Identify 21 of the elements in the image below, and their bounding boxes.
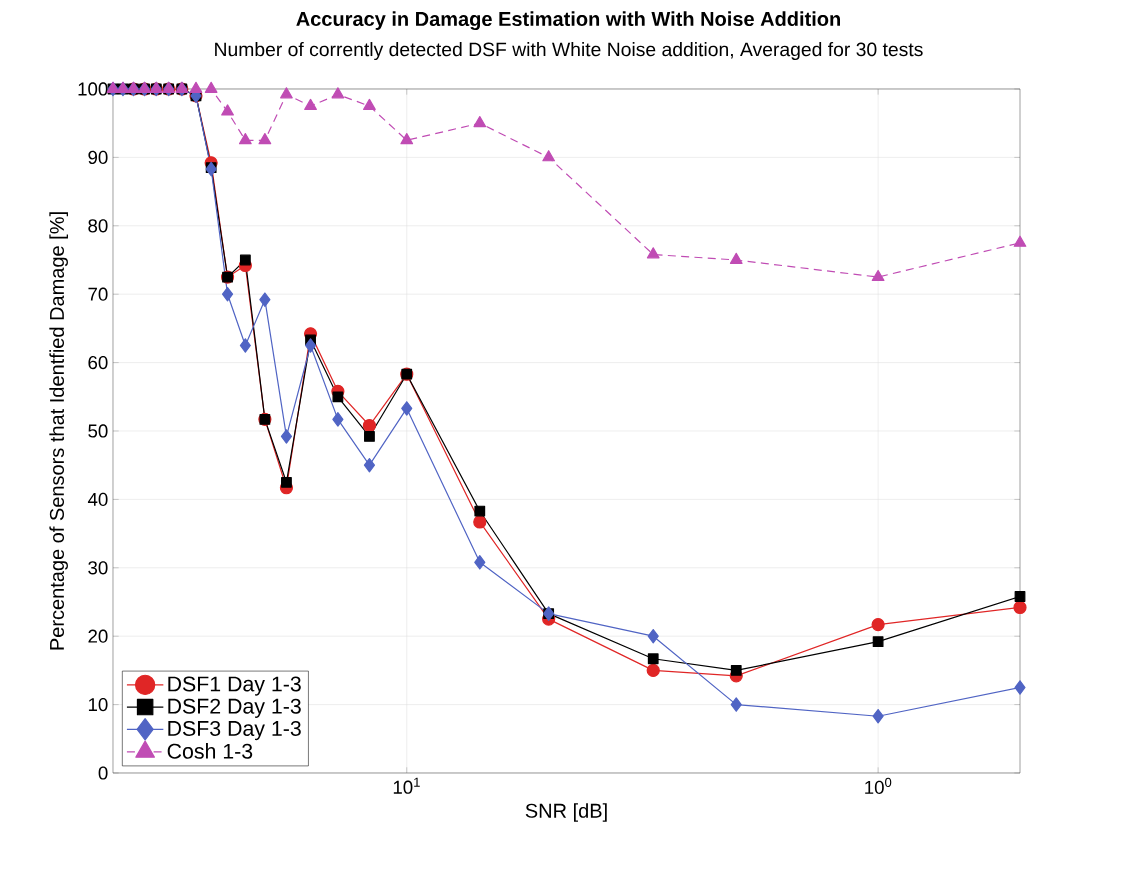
- y-tick-label: 30: [88, 561, 108, 575]
- y-tick-label: 50: [88, 424, 108, 438]
- legend-label: DSF3 Day 1-3: [168, 720, 301, 741]
- y-tick-label: 70: [88, 287, 108, 301]
- x-axis-title: SNR [dB]: [525, 803, 607, 822]
- chart-subtitle: Number of corrently detected DSF with White Noise addition, Averaged for 30 tests: [215, 42, 923, 61]
- y-tick-label: 0: [98, 766, 108, 780]
- y-tick-label: 40: [87, 492, 108, 507]
- y-tick-label: 60: [88, 355, 108, 370]
- y-tick-label: 10: [88, 697, 108, 712]
- chart-title: Accuracy in Damage Estimation with With Noise Addition: [296, 11, 840, 31]
- y-tick-label: 100: [78, 82, 108, 96]
- legend-label: Cosh 1-3: [167, 743, 253, 759]
- legend-label: DSF2 Day 1-3: [168, 698, 301, 718]
- y-tick-label: 20: [88, 629, 108, 643]
- x-tick-label: 10$^{0}$: [865, 777, 892, 794]
- x-tick-label: 10$^{1}$: [393, 777, 420, 794]
- legend-label: DSF1 Day 1-3: [168, 676, 301, 696]
- y-tick-label: 80: [88, 219, 108, 233]
- y-tick-label: 90: [88, 150, 108, 164]
- y-axis-title: Percentage of Sensors that Identfied Damage [%]: [49, 212, 68, 650]
